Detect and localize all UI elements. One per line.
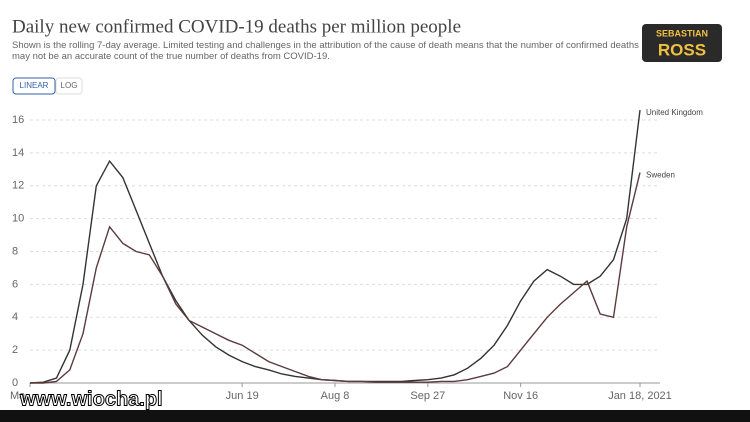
x-tick-label: Sep 27 — [410, 390, 445, 402]
series-line — [30, 172, 641, 384]
x-tick-label: Aug 8 — [321, 390, 350, 402]
y-tick-label: 8 — [12, 245, 18, 257]
x-tick-label: Nov 16 — [503, 390, 538, 402]
log-button[interactable] — [55, 77, 83, 95]
x-tick-label: Jun 19 — [226, 390, 259, 402]
log-label[interactable]: LOG — [61, 81, 78, 90]
y-tick-label: 14 — [12, 147, 24, 159]
watermark: www.wiocha.pl — [19, 388, 163, 410]
y-tick-label: 2 — [12, 344, 18, 356]
x-tick-label: Jan 18, 2021 — [608, 390, 672, 402]
legend-label: Sweden — [646, 171, 675, 180]
y-tick-label: 16 — [12, 114, 24, 126]
bottom-bar — [0, 410, 750, 422]
y-tick-label: 0 — [12, 377, 18, 389]
chart-subtitle: Shown is the rolling 7-day average. Limi… — [12, 40, 639, 62]
y-tick-label: 12 — [12, 180, 24, 192]
logo-text: ROSS — [658, 40, 706, 59]
plot: 0 2 4 6 8 10 12 14 16 Ma Jun 19 Aug 8 Sep 27 Nov 16 Ja… — [10, 108, 703, 402]
linear-button[interactable] — [12, 77, 56, 95]
logo-bg — [642, 24, 722, 62]
y-tick-label: 6 — [12, 278, 18, 290]
subtitle-box: Shown is the rolling 7-day average. Limi… — [12, 40, 639, 62]
y-tick-label: 4 — [12, 311, 18, 323]
y-tick-label: 10 — [12, 213, 24, 225]
chart-title: Daily new confirmed COVID-19 deaths per … — [12, 16, 461, 37]
series-line — [29, 110, 641, 384]
linear-label[interactable]: LINEAR — [20, 81, 49, 90]
x-tick-label: Ma — [10, 390, 26, 402]
logo-text: SEBASTIAN — [656, 28, 708, 38]
legend-label: United Kingdom — [646, 108, 703, 117]
